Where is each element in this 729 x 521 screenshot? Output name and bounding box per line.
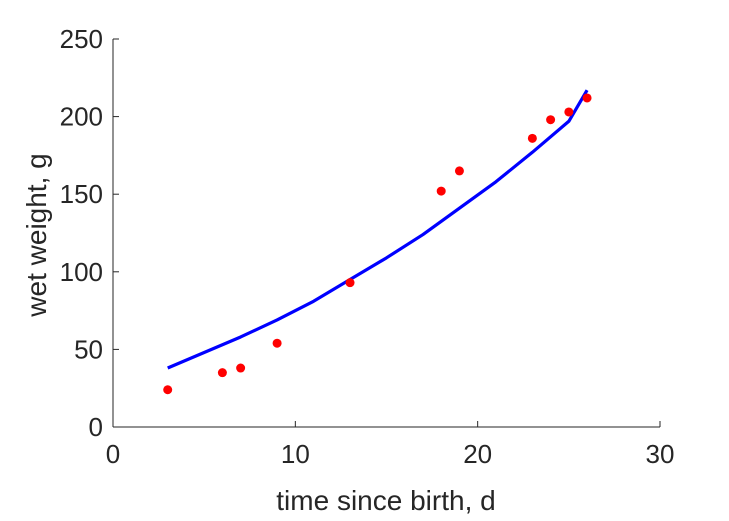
data-point <box>564 107 574 117</box>
data-point <box>546 115 556 125</box>
y-axis-label: wet weight, g <box>21 153 52 317</box>
data-point <box>163 385 173 395</box>
x-tick-label: 20 <box>463 439 492 469</box>
data-point <box>345 278 355 288</box>
y-tick-label: 250 <box>60 24 103 54</box>
data-point <box>236 363 246 373</box>
plot-area <box>163 89 592 395</box>
y-tick-label: 50 <box>74 334 103 364</box>
y-tick-label: 100 <box>60 257 103 287</box>
data-point <box>217 368 227 378</box>
data-point <box>272 338 282 348</box>
axes: 0 10 20 30 0 50 100 150 200 250 <box>60 24 675 469</box>
y-tick-label: 150 <box>60 179 103 209</box>
fit-line <box>167 89 589 370</box>
data-point <box>436 186 446 196</box>
y-tick-label: 200 <box>60 102 103 132</box>
y-tick-label: 0 <box>89 412 103 442</box>
x-tick-label: 30 <box>646 439 675 469</box>
data-point <box>454 166 464 176</box>
x-axis-label: time since birth, d <box>276 485 495 516</box>
x-tick-label: 0 <box>106 439 120 469</box>
data-point <box>582 93 592 103</box>
data-point <box>527 133 537 143</box>
x-tick-label: 10 <box>281 439 310 469</box>
